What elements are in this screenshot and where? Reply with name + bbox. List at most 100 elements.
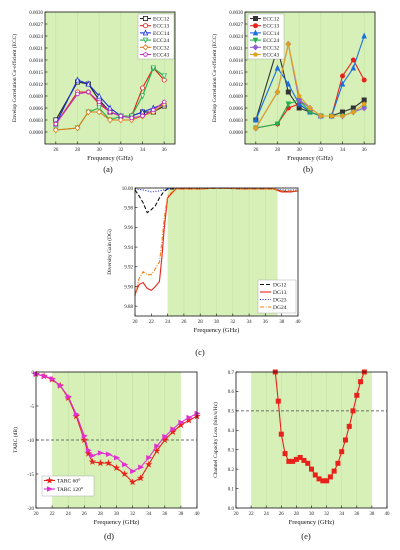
data-point-marker xyxy=(308,466,314,472)
data-point-marker xyxy=(96,108,103,116)
x-tick-label: 30 xyxy=(114,512,120,517)
y-axis-label: Channel Capacity Loss (bits/s/Hz) xyxy=(212,402,219,478)
data-point-marker xyxy=(331,468,337,474)
chart-panel-4: 20 22 24 26 28 30 32 34 36 38 40 0.0 0.1 0.2 0.3 0.4 0.5… xyxy=(212,369,390,541)
y-tick-label: 0.0015 xyxy=(29,71,43,76)
y-tick-label: -15 xyxy=(27,473,34,478)
x-tick-label: 32 xyxy=(130,512,136,517)
data-point-marker xyxy=(85,447,92,453)
data-point-marker xyxy=(278,431,284,437)
legend-box xyxy=(247,13,285,60)
y-tick-label: 9.94 xyxy=(124,246,133,251)
y-tick-label: 0.0021 xyxy=(229,47,243,52)
data-point-marker xyxy=(305,460,311,466)
data-point-marker xyxy=(296,105,302,111)
data-point-marker xyxy=(253,116,259,123)
y-tick-label: 0.2 xyxy=(228,468,235,473)
y-tick-label: 9.92 xyxy=(124,266,133,271)
x-tick-label: 26 xyxy=(82,512,88,517)
data-point-marker xyxy=(161,99,167,105)
legend-label: ECC14 xyxy=(153,31,169,37)
x-tick-label: 26 xyxy=(53,148,59,153)
data-point-marker xyxy=(114,454,121,461)
data-point-marker xyxy=(145,460,153,468)
y-tick-label: 0.0018 xyxy=(229,59,243,64)
data-point-marker xyxy=(340,113,345,119)
x-tick-label: 26 xyxy=(253,148,259,153)
series-line-3 xyxy=(134,187,298,297)
x-tick-label: 40 xyxy=(296,320,302,325)
legend-label: DG13 xyxy=(273,290,287,296)
legend-label: ECC43 xyxy=(153,53,169,59)
x-tick-label: 32 xyxy=(318,148,324,153)
x-axis-label: Frequency (GHz) xyxy=(289,519,335,526)
series-line-2 xyxy=(55,79,165,125)
x-tick-label: 28 xyxy=(275,148,281,153)
data-point-marker xyxy=(65,393,72,400)
series-line-4 xyxy=(55,103,165,131)
data-point-marker xyxy=(80,436,88,444)
data-point-marker xyxy=(329,113,335,119)
y-tick-label: 0.0012 xyxy=(29,83,43,88)
data-point-marker xyxy=(296,96,303,104)
data-point-marker xyxy=(47,486,54,492)
y-tick-label: -20 xyxy=(27,507,34,512)
legend-label: ECC12 xyxy=(153,17,169,23)
x-tick-label: 32 xyxy=(230,320,236,325)
data-point-marker xyxy=(85,89,91,95)
data-point-marker xyxy=(117,116,124,124)
data-point-marker xyxy=(358,379,364,385)
data-point-marker xyxy=(252,44,259,51)
data-point-marker xyxy=(130,468,137,474)
data-point-marker xyxy=(285,41,291,47)
data-point-marker xyxy=(85,108,92,116)
legend-label: ECC43 xyxy=(263,53,279,59)
x-tick-label: 28 xyxy=(98,512,104,517)
x-tick-label: 38 xyxy=(369,512,375,517)
data-point-marker xyxy=(307,105,313,111)
legend-label: ECC32 xyxy=(263,45,279,51)
y-axis-label: Envelop Correlation Co-efficient (ECC) xyxy=(211,34,218,123)
legend-label: ECC32 xyxy=(153,45,169,51)
data-point-marker xyxy=(339,80,346,87)
data-point-marker xyxy=(73,411,80,417)
x-tick-label: 34 xyxy=(340,148,346,153)
x-tick-label: 36 xyxy=(263,320,269,325)
data-point-marker xyxy=(136,474,145,482)
y-tick-label: 0.3 xyxy=(228,449,235,454)
data-point-marker xyxy=(142,23,148,29)
y-tick-label: 0 xyxy=(32,371,35,376)
x-tick-label: 34 xyxy=(146,512,152,517)
x-tick-label: 36 xyxy=(162,148,168,153)
x-tick-label: 38 xyxy=(178,512,184,517)
data-point-marker xyxy=(142,37,149,44)
y-axis-label: Diversity Gain (DG) xyxy=(106,229,113,275)
data-point-marker xyxy=(49,376,56,382)
data-point-marker xyxy=(107,116,113,124)
data-point-marker xyxy=(138,464,145,470)
data-point-marker xyxy=(96,92,102,99)
axes-frame xyxy=(244,11,376,145)
y-tick-label: 10.00 xyxy=(122,187,134,192)
y-tick-label: 0.0009 xyxy=(229,95,243,100)
panel-label: (a) xyxy=(103,164,113,174)
data-point-marker xyxy=(142,29,149,36)
data-point-marker xyxy=(186,414,193,421)
x-tick-label: 20 xyxy=(234,512,240,517)
y-tick-label: 0.0009 xyxy=(29,95,43,100)
x-tick-label: 36 xyxy=(362,148,368,153)
x-tick-label: 24 xyxy=(66,512,72,517)
data-point-marker xyxy=(282,451,288,457)
data-point-marker xyxy=(74,76,81,83)
legend-label: ECC24 xyxy=(263,38,279,44)
data-point-marker xyxy=(274,121,281,128)
y-tick-label: 0.0006 xyxy=(229,107,243,112)
y-tick-label: 0.4 xyxy=(228,429,235,434)
y-tick-label: 0.0015 xyxy=(229,71,243,76)
chart-panel-2: 20 22 24 26 28 30 32 34 36 38 40 9.88 9.90 9.92 9.94 9.… xyxy=(106,187,301,357)
y-tick-label: 0.0027 xyxy=(229,23,243,28)
data-point-marker xyxy=(85,80,92,87)
data-point-marker xyxy=(128,478,137,486)
data-point-marker xyxy=(346,423,352,429)
